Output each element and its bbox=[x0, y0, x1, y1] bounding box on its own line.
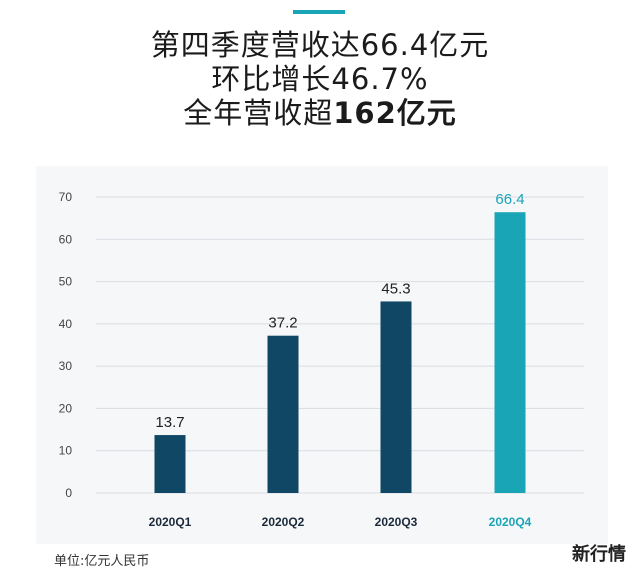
bar bbox=[267, 335, 299, 493]
bar-value-label: 45.3 bbox=[381, 280, 410, 297]
headline-line-2: 环比增长46.7% bbox=[211, 62, 429, 96]
top-accent-bar bbox=[293, 10, 345, 14]
headline-line-3-bold: 162亿元 bbox=[333, 96, 457, 130]
unit-note: 单位:亿元人民币 bbox=[54, 554, 150, 569]
y-tick-label: 10 bbox=[59, 444, 73, 458]
y-tick-label: 40 bbox=[59, 317, 73, 331]
y-tick-label: 50 bbox=[59, 275, 73, 289]
bar-value-label: 37.2 bbox=[268, 315, 297, 332]
bar bbox=[154, 435, 186, 493]
x-tick-label: 2020Q1 bbox=[149, 515, 192, 529]
y-tick-label: 30 bbox=[59, 359, 73, 373]
bar-value-label: 66.4 bbox=[495, 191, 524, 208]
watermark: 新行情 bbox=[572, 544, 626, 565]
x-tick-label: 2020Q4 bbox=[489, 515, 532, 529]
headline-line-1: 第四季度营收达66.4亿元 bbox=[150, 28, 490, 62]
x-tick-label: 2020Q3 bbox=[375, 515, 418, 529]
x-tick-label: 2020Q2 bbox=[262, 515, 305, 529]
y-tick-label: 60 bbox=[59, 232, 73, 246]
y-tick-label: 70 bbox=[59, 190, 73, 204]
headline-line-3-prefix: 全年营收超 bbox=[183, 96, 334, 130]
bar-value-label: 13.7 bbox=[155, 414, 184, 431]
bar bbox=[494, 212, 526, 494]
bar bbox=[380, 301, 412, 493]
y-tick-label: 0 bbox=[65, 486, 72, 500]
y-tick-label: 20 bbox=[59, 401, 73, 415]
headline-line-3: 全年营收超162亿元 bbox=[0, 96, 640, 130]
